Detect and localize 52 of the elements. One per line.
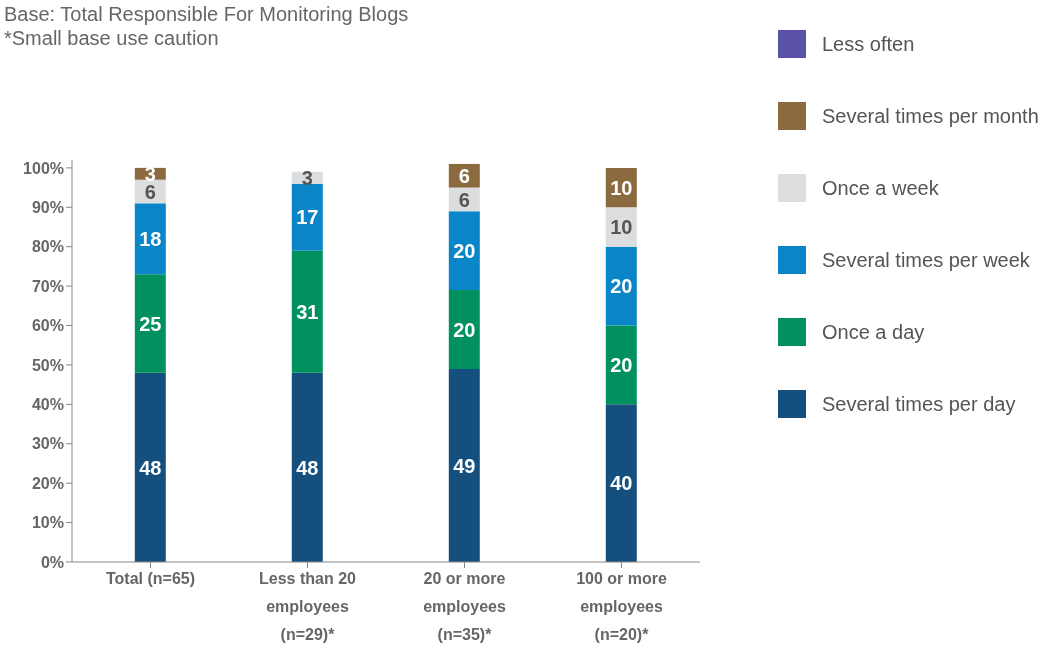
- legend-label: Less often: [822, 32, 915, 56]
- data-label: 20: [610, 354, 633, 377]
- data-label: 10: [610, 176, 633, 199]
- y-tick-label: 10%: [31, 514, 64, 532]
- data-label: 17: [296, 206, 319, 229]
- x-tick-label: Total (n=65): [105, 570, 196, 587]
- bar: [291, 372, 323, 562]
- data-label: 49: [453, 454, 476, 477]
- data-label: 6: [458, 188, 470, 211]
- bar: [448, 368, 480, 562]
- legend-label: Several times per day: [822, 392, 1016, 416]
- data-label: 20: [610, 275, 633, 298]
- bar: [448, 290, 480, 369]
- data-label: 20: [453, 239, 476, 262]
- text: Base: Total Responsible For Monitoring Blogs: [4, 2, 409, 26]
- text: *Small base use caution: [4, 26, 220, 50]
- y-tick-label: 70%: [31, 277, 64, 295]
- data-label: 31: [296, 300, 319, 323]
- x-tick-label: 100 or more employees (n=20)*: [576, 570, 667, 643]
- data-label: 6: [458, 164, 470, 187]
- bar: [134, 274, 166, 373]
- legend-label: Once a day: [822, 320, 925, 344]
- y-tick-label: 90%: [31, 198, 64, 216]
- legend-label: Several times per month: [822, 104, 1039, 128]
- x-tick-label: Less than 20 employees (n=29)*: [259, 570, 357, 643]
- data-label: 25: [139, 312, 162, 335]
- legend-label: Several times per week: [822, 248, 1030, 272]
- bar: [134, 372, 166, 562]
- data-label: 40: [610, 472, 633, 495]
- y-tick-label: 60%: [31, 317, 64, 335]
- x-tick-label: 20 or more employees (n=35)*: [423, 570, 506, 643]
- y-tick-label: 40%: [31, 396, 64, 414]
- y-tick-label: 80%: [31, 238, 64, 256]
- bar: [291, 250, 323, 373]
- y-tick-label: 50%: [31, 356, 64, 374]
- data-label: 48: [296, 456, 319, 479]
- y-tick-label: 0%: [40, 553, 64, 571]
- y-tick-label: 30%: [31, 435, 64, 453]
- data-label: 48: [139, 456, 162, 479]
- bar: [605, 325, 637, 405]
- bar: [291, 183, 323, 251]
- legend-label: Once a week: [822, 176, 939, 200]
- data-label: 10: [610, 216, 633, 239]
- bar: [134, 203, 166, 275]
- data-label: 20: [453, 318, 476, 341]
- data-label: 18: [139, 227, 162, 250]
- bar: [605, 246, 637, 326]
- bar: [448, 211, 480, 291]
- y-tick-label: 20%: [31, 474, 64, 492]
- data-label: 3: [301, 166, 313, 189]
- bar: [605, 404, 637, 562]
- y-tick-label: 100%: [23, 159, 64, 177]
